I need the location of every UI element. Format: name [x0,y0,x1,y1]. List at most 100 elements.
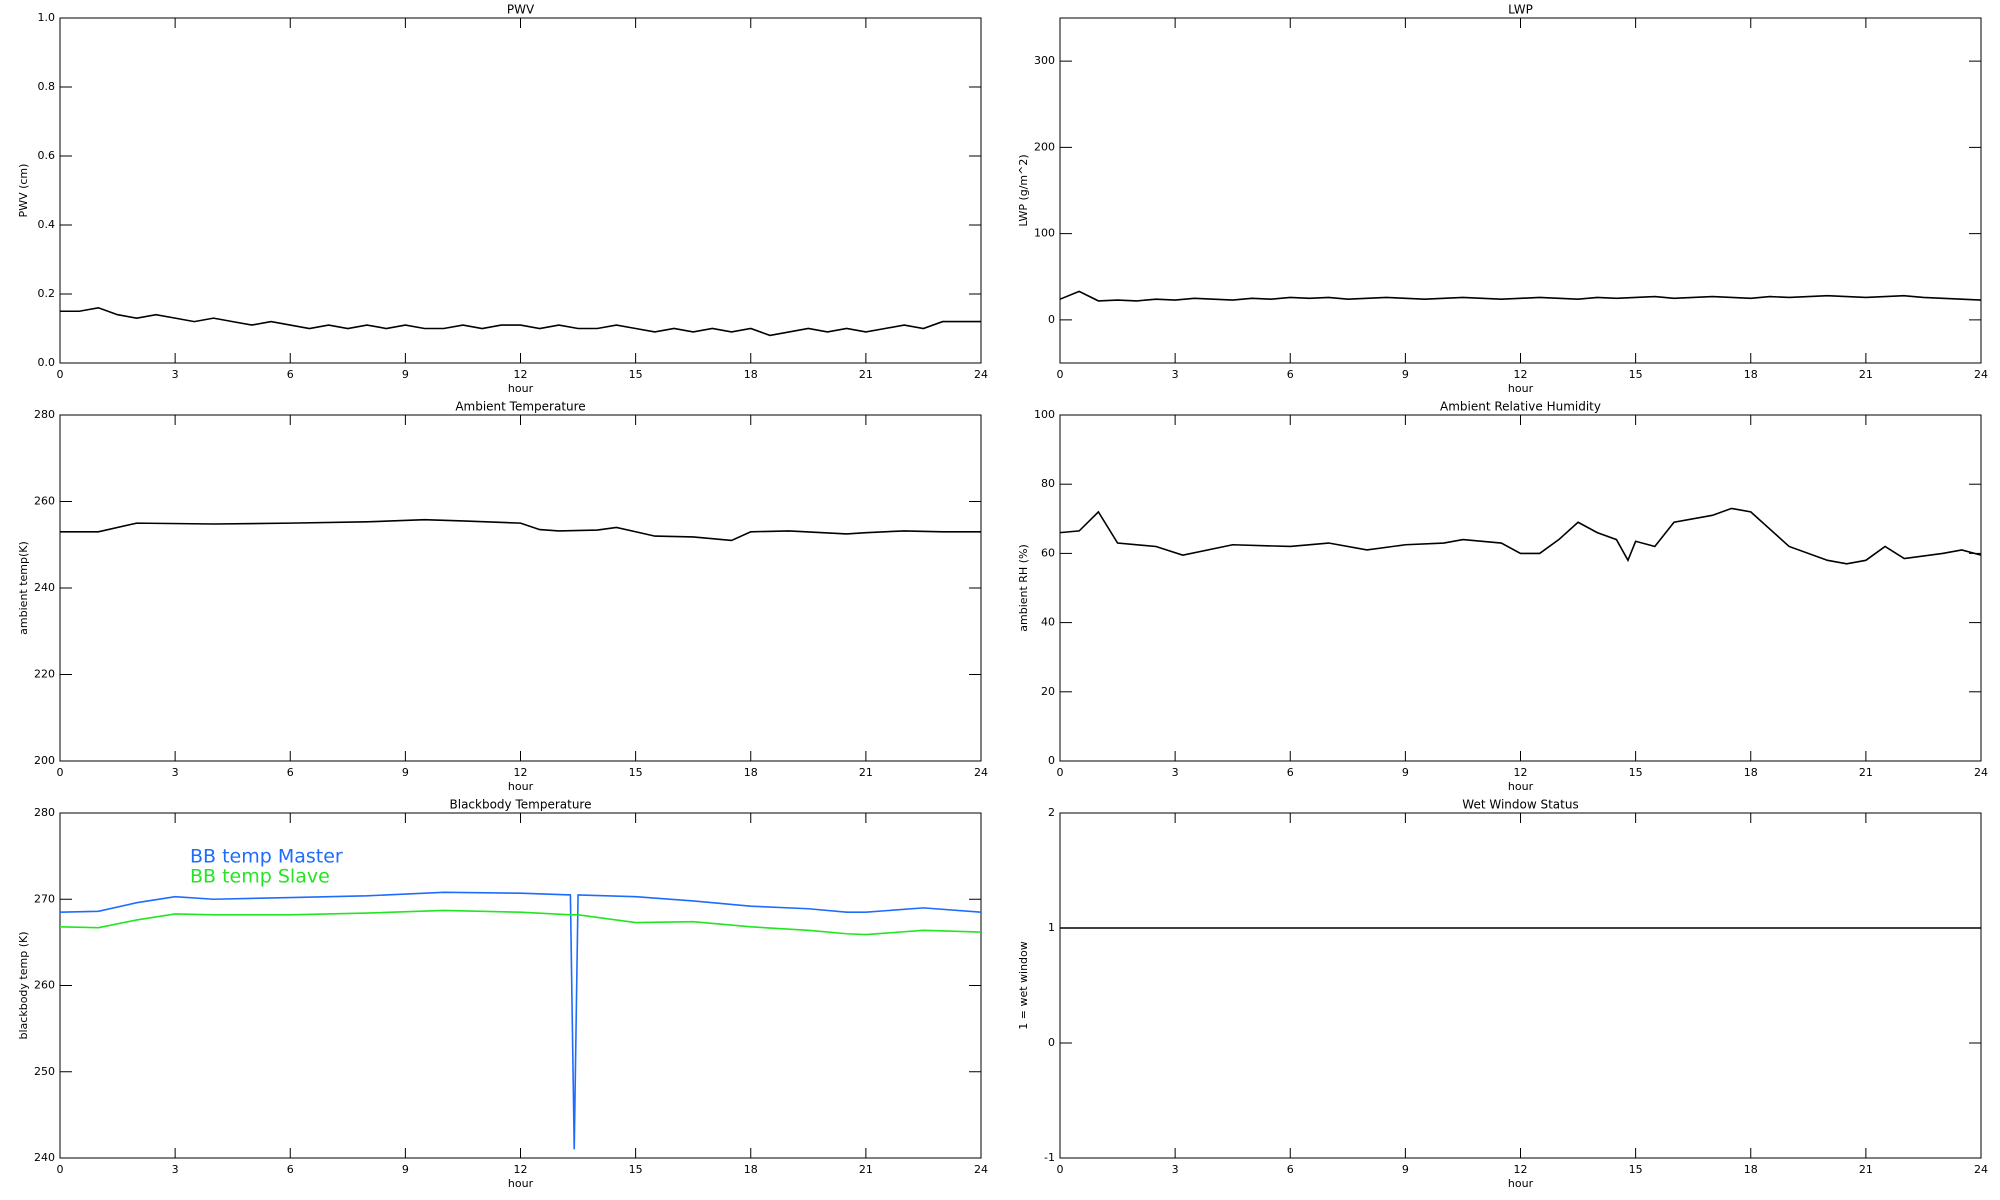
x-tick-label: 6 [287,1163,294,1176]
x-tick-label: 15 [1629,368,1643,381]
x-tick-label: 12 [514,1163,528,1176]
x-tick-label: 24 [974,766,988,779]
x-tick-label: 12 [1514,368,1528,381]
data-line [1059,507,1982,565]
x-tick-label: 15 [629,1163,643,1176]
x-tick-label: 18 [1744,1163,1758,1176]
x-tick-label: 3 [1172,766,1179,779]
legend-entry: BB temp Master [190,846,343,868]
chart-title: LWP [1508,3,1533,17]
data-line [59,891,982,1150]
x-tick-label: 9 [1402,766,1409,779]
chart-title: Ambient Temperature [455,400,585,414]
x-axis-label: hour [508,382,534,395]
y-tick-label: 200 [34,754,55,767]
y-tick-label: 80 [1041,477,1055,490]
x-tick-label: 21 [859,368,873,381]
x-tick-label: 3 [172,1163,179,1176]
x-tick-label: 18 [1744,368,1758,381]
x-axis-label: hour [1508,382,1534,395]
data-line [60,518,981,542]
x-tick-label: 6 [1287,368,1294,381]
x-tick-label: 3 [1172,368,1179,381]
x-tick-label: 6 [1287,766,1294,779]
x-tick-label: 12 [1514,1163,1528,1176]
x-tick-label: 18 [744,368,758,381]
x-tick-label: 0 [1057,766,1064,779]
x-axis-label: hour [1508,780,1534,793]
y-tick-label: 240 [34,1151,55,1164]
panel: Ambient Relative Humidity hour ambient RH … [1017,400,1988,794]
y-tick-label: 20 [1041,685,1055,698]
legend-entry: BB temp Slave [190,866,330,888]
x-tick-label: 0 [1057,368,1064,381]
x-axis-label: hour [508,780,534,793]
x-tick-label: 21 [1859,1163,1873,1176]
y-tick-label: 1.0 [38,11,56,24]
y-tick-label: 0.4 [38,218,56,231]
panel: Wet Window Status hour 1 = wet window 0 3 6 9 1… [1017,798,1988,1191]
y-tick-label: 0.0 [38,356,56,369]
x-axis-label: hour [508,1177,534,1190]
x-tick-label: 9 [1402,1163,1409,1176]
y-axis-label: ambient temp(K) [17,541,30,635]
y-tick-label: 260 [34,495,55,508]
x-tick-label: 18 [744,1163,758,1176]
y-tick-label: 280 [34,408,55,421]
x-tick-label: 21 [859,766,873,779]
x-tick-label: 0 [1057,1163,1064,1176]
panel: Ambient Temperature hour ambient temp(K) 0 3… [17,400,988,794]
x-tick-label: 18 [744,766,758,779]
x-tick-label: 18 [1744,766,1758,779]
chart-title: PWV [507,3,535,17]
chart-title: Blackbody Temperature [450,798,592,812]
x-tick-label: 21 [859,1163,873,1176]
x-tick-label: 9 [402,1163,409,1176]
x-tick-label: 9 [402,368,409,381]
panel: LWP hour LWP (g/m^2) 0 3 6 9 12 15 18 21 24 0 100 200 3… [1017,3,1988,396]
x-tick-label: 21 [1859,368,1873,381]
x-tick-label: 6 [287,766,294,779]
x-tick-label: 12 [514,766,528,779]
y-tick-label: 100 [1034,227,1055,240]
y-tick-label: 250 [34,1065,55,1078]
x-tick-label: 3 [1172,1163,1179,1176]
y-tick-label: 2 [1048,806,1055,819]
y-tick-label: 200 [1034,140,1055,153]
x-tick-label: 24 [1974,766,1988,779]
y-axis-label: 1 = wet window [1017,941,1030,1030]
x-tick-label: 0 [57,766,64,779]
y-tick-label: -1 [1044,1151,1055,1164]
chart-title: Wet Window Status [1462,798,1578,812]
y-tick-label: 0 [1048,754,1055,767]
y-tick-label: 270 [34,892,55,905]
plot-frame [59,414,982,762]
y-axis-label: LWP (g/m^2) [1017,154,1030,226]
x-tick-label: 12 [514,368,528,381]
plot-frame [1059,17,1982,364]
x-tick-label: 9 [402,766,409,779]
y-tick-label: 0.8 [38,80,56,93]
y-tick-label: 220 [34,668,55,681]
y-axis-label: ambient RH (%) [1017,544,1030,632]
x-tick-label: 3 [172,368,179,381]
x-tick-label: 12 [1514,766,1528,779]
x-tick-label: 24 [1974,368,1988,381]
x-tick-label: 15 [1629,766,1643,779]
y-tick-label: 40 [1041,616,1055,629]
x-tick-label: 9 [1402,368,1409,381]
x-axis-label: hour [1508,1177,1534,1190]
y-tick-label: 60 [1041,546,1055,559]
plot-frame [59,17,982,364]
y-tick-label: 260 [34,979,55,992]
y-axis-label: blackbody temp (K) [17,932,30,1040]
y-tick-label: 1 [1048,921,1055,934]
x-tick-label: 21 [1859,766,1873,779]
data-line [1059,290,1982,302]
panel: PWV hour PWV (cm) 0 3 6 9 12 15 18 21 24 0.0 0.2 0.4 0.… [17,3,988,396]
x-tick-label: 24 [974,368,988,381]
chart-title: Ambient Relative Humidity [1440,400,1601,414]
x-tick-label: 0 [57,1163,64,1176]
y-tick-label: 0.2 [38,287,56,300]
y-axis-label: PWV (cm) [17,164,30,218]
